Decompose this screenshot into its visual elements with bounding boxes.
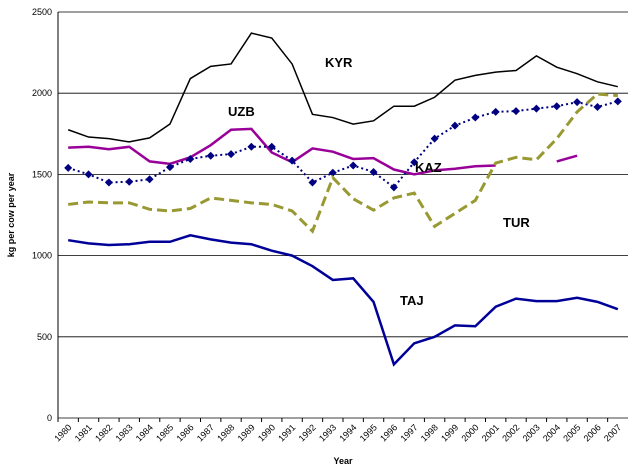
- x-tick-label: 2002: [500, 422, 521, 443]
- x-tick-label: 1998: [419, 422, 440, 443]
- series-label: KAZ: [415, 160, 442, 175]
- marker: [288, 156, 297, 165]
- x-tick-label: 1984: [134, 422, 155, 443]
- marker: [308, 178, 317, 187]
- marker: [593, 103, 602, 112]
- x-tick-label: 1988: [215, 422, 236, 443]
- x-tick-label: 2005: [561, 422, 582, 443]
- x-axis-title: Year: [333, 456, 353, 466]
- marker: [491, 107, 500, 116]
- series-label: KYR: [325, 55, 353, 70]
- x-tick-label: 2001: [480, 422, 501, 443]
- x-tick-label: 2006: [582, 422, 603, 443]
- marker: [430, 134, 439, 143]
- series-label: TAJ: [400, 293, 424, 308]
- marker: [573, 98, 582, 107]
- y-tick-label: 500: [37, 332, 52, 342]
- x-tick-label: 2007: [602, 422, 623, 443]
- x-tick-label: 1987: [195, 422, 216, 443]
- marker: [104, 178, 113, 187]
- series-line: [67, 100, 619, 189]
- series-label: UZB: [228, 104, 255, 119]
- marker: [84, 170, 93, 179]
- x-tick-label: 1994: [337, 422, 358, 443]
- marker: [532, 104, 541, 113]
- marker: [471, 113, 480, 122]
- x-tick-label: 1993: [317, 422, 338, 443]
- marker: [206, 151, 215, 160]
- marker: [165, 163, 174, 172]
- marker: [552, 102, 561, 111]
- marker: [247, 142, 256, 151]
- series-line: [67, 32, 618, 143]
- marker: [267, 142, 276, 151]
- marker: [450, 121, 459, 130]
- y-axis-title: kg per cow per year: [6, 172, 16, 257]
- x-tick-label: 1985: [154, 422, 175, 443]
- y-tick-label: 1000: [32, 251, 52, 261]
- x-tick-label: 1983: [113, 422, 134, 443]
- x-tick-label: 1986: [175, 422, 196, 443]
- x-tick-label: 1989: [236, 422, 257, 443]
- x-tick-label: 1991: [276, 422, 297, 443]
- series-label: TUR: [503, 215, 530, 230]
- x-tick-label: 1999: [439, 422, 460, 443]
- y-tick-label: 2000: [32, 88, 52, 98]
- marker: [389, 183, 398, 192]
- marker: [512, 107, 521, 116]
- x-tick-label: 2003: [521, 422, 542, 443]
- marker: [64, 163, 73, 172]
- x-tick-label: 1996: [378, 422, 399, 443]
- marker: [328, 168, 337, 177]
- x-tick-label: 1997: [398, 422, 419, 443]
- x-tick-label: 1980: [52, 422, 73, 443]
- y-tick-label: 1500: [32, 169, 52, 179]
- marker: [613, 97, 622, 106]
- marker: [186, 154, 195, 163]
- x-tick-label: 1982: [93, 422, 114, 443]
- marker: [369, 167, 378, 176]
- x-tick-label: 2000: [460, 422, 481, 443]
- x-tick-label: 2004: [541, 422, 562, 443]
- y-tick-label: 2500: [32, 7, 52, 17]
- y-tick-label: 0: [47, 413, 52, 423]
- marker: [349, 161, 358, 170]
- marker: [145, 175, 154, 184]
- series-line: [68, 127, 578, 176]
- x-tick-label: 1995: [358, 422, 379, 443]
- x-tick-label: 1992: [297, 422, 318, 443]
- x-tick-label: 1990: [256, 422, 277, 443]
- marker: [410, 158, 419, 167]
- series-line: [67, 234, 619, 367]
- marker: [125, 177, 134, 186]
- x-tick-label: 1981: [73, 422, 94, 443]
- marker: [227, 150, 236, 159]
- series-line: [68, 92, 618, 234]
